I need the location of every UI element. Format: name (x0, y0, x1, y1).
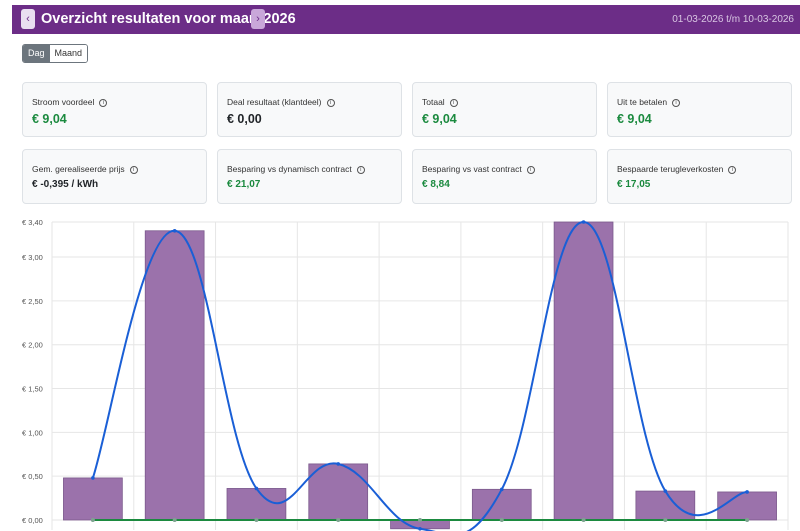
zero-line-point (254, 518, 259, 522)
card-value: € 9,04 (422, 112, 457, 126)
toggle-month-button[interactable]: Maand (49, 45, 88, 62)
card-value: € 8,84 (422, 179, 450, 190)
info-icon[interactable]: i (326, 99, 335, 107)
bar (308, 463, 369, 521)
line-point (254, 486, 259, 491)
previous-month-button[interactable]: ‹ (21, 9, 35, 29)
card-label: Totaal (422, 97, 445, 107)
card-label: Stroom voordeel (32, 97, 95, 107)
card-value: € -0,395 / kWh (32, 179, 99, 190)
line-point (663, 489, 668, 493)
results-chart: € 0,00 € 0,50 € 1,00 € 1,50 € 2,00 € 2,50 € 3,… (0, 205, 800, 531)
info-icon[interactable]: i (728, 166, 737, 174)
bar (63, 477, 123, 521)
zero-line-point (172, 518, 177, 522)
line-point (745, 490, 749, 494)
card-besparing-vast: Besparing vs vast contract i € 8,84 (412, 149, 597, 204)
y-tick-label: € 2,50 (22, 297, 43, 306)
card-label: Uit te betalen (617, 97, 668, 107)
zero-line-point (418, 518, 422, 522)
line-point (499, 487, 504, 492)
card-label: Besparing vs dynamisch contract (227, 164, 352, 174)
card-value: € 17,05 (617, 179, 651, 190)
info-icon[interactable]: i (99, 99, 108, 107)
card-gem-prijs: Gem. gerealiseerde prijs i € -0,395 / kWh (22, 149, 207, 204)
info-icon[interactable]: i (129, 166, 138, 174)
zero-line-point (663, 518, 668, 522)
zero-line-point (581, 518, 586, 522)
card-label: Besparing vs vast contract (422, 164, 522, 174)
info-icon[interactable]: i (526, 166, 535, 174)
zero-line-point (745, 518, 750, 522)
zero-line-point (499, 518, 504, 522)
info-icon[interactable]: i (356, 166, 365, 174)
y-tick-label: € 0,00 (22, 516, 43, 525)
bar (471, 488, 532, 521)
card-value: € 9,04 (32, 112, 67, 126)
period-toggle: Dag Maand (22, 44, 89, 63)
bar (144, 230, 205, 521)
bar (635, 490, 696, 521)
info-icon[interactable]: i (672, 99, 681, 107)
card-value: € 0,00 (227, 112, 262, 126)
card-bespaarde-terugleverkosten: Bespaarde terugleverkosten i € 17,05 (607, 149, 792, 204)
y-tick-label: € 1,00 (22, 428, 43, 437)
card-label: Bespaarde terugleverkosten (617, 164, 724, 174)
card-label: Gem. gerealiseerde prijs (32, 164, 125, 174)
zero-line-point (336, 518, 341, 522)
toggle-day-button[interactable]: Dag (23, 45, 50, 62)
line-point (581, 220, 586, 224)
chart-svg: € 0,00 € 0,50 € 1,00 € 1,50 € 2,00 € 2,50 € 3,… (22, 218, 789, 531)
line-point (336, 462, 341, 466)
header-bar: ‹ Overzicht resultaten voor maart 2026 ›… (12, 5, 800, 34)
next-month-button[interactable]: › (251, 9, 265, 29)
zero-line-point (90, 518, 95, 522)
card-besparing-dynamisch: Besparing vs dynamisch contract i € 21,07 (217, 149, 402, 204)
y-tick-label: € 0,50 (22, 472, 43, 481)
y-tick-label: € 3,40 (22, 218, 43, 227)
bar (717, 491, 777, 521)
card-totaal: Totaal i € 9,04 (412, 82, 597, 137)
bar (553, 221, 614, 521)
line-point (172, 228, 177, 233)
card-label: Deal resultaat (klantdeel) (227, 97, 322, 107)
card-value: € 21,07 (227, 179, 261, 190)
y-tick-label: € 2,00 (22, 341, 43, 350)
line-point (418, 526, 422, 531)
info-icon[interactable]: i (449, 99, 458, 107)
date-range: 01-03-2026 t/m 10-03-2026 (672, 14, 794, 25)
page-title: Overzicht resultaten voor maart 2026 (41, 11, 296, 27)
card-value: € 9,04 (617, 112, 652, 126)
line-point (91, 476, 95, 480)
bar (226, 488, 287, 521)
card-stroom-voordeel: Stroom voordeel i € 9,04 (22, 82, 207, 137)
y-tick-label: € 3,00 (22, 253, 43, 262)
y-tick-label: € 1,50 (22, 385, 43, 394)
card-deal-resultaat: Deal resultaat (klantdeel) i € 0,00 (217, 82, 402, 137)
card-uit-te-betalen: Uit te betalen i € 9,04 (607, 82, 792, 137)
